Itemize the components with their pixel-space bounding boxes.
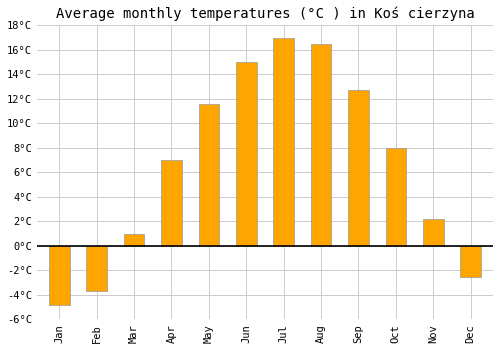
Bar (460, 246, 481, 276)
Bar (274, 38, 294, 246)
Bar (124, 234, 144, 246)
Title: Average monthly temperatures (°C ) in Koś cierzyna: Average monthly temperatures (°C ) in Ko… (56, 7, 474, 21)
Bar (86, 246, 107, 291)
Bar (310, 44, 332, 246)
Bar (198, 104, 219, 246)
Bar (423, 219, 444, 246)
Bar (49, 246, 70, 305)
Bar (386, 148, 406, 246)
Bar (161, 160, 182, 246)
Bar (348, 90, 368, 246)
Bar (236, 62, 256, 246)
